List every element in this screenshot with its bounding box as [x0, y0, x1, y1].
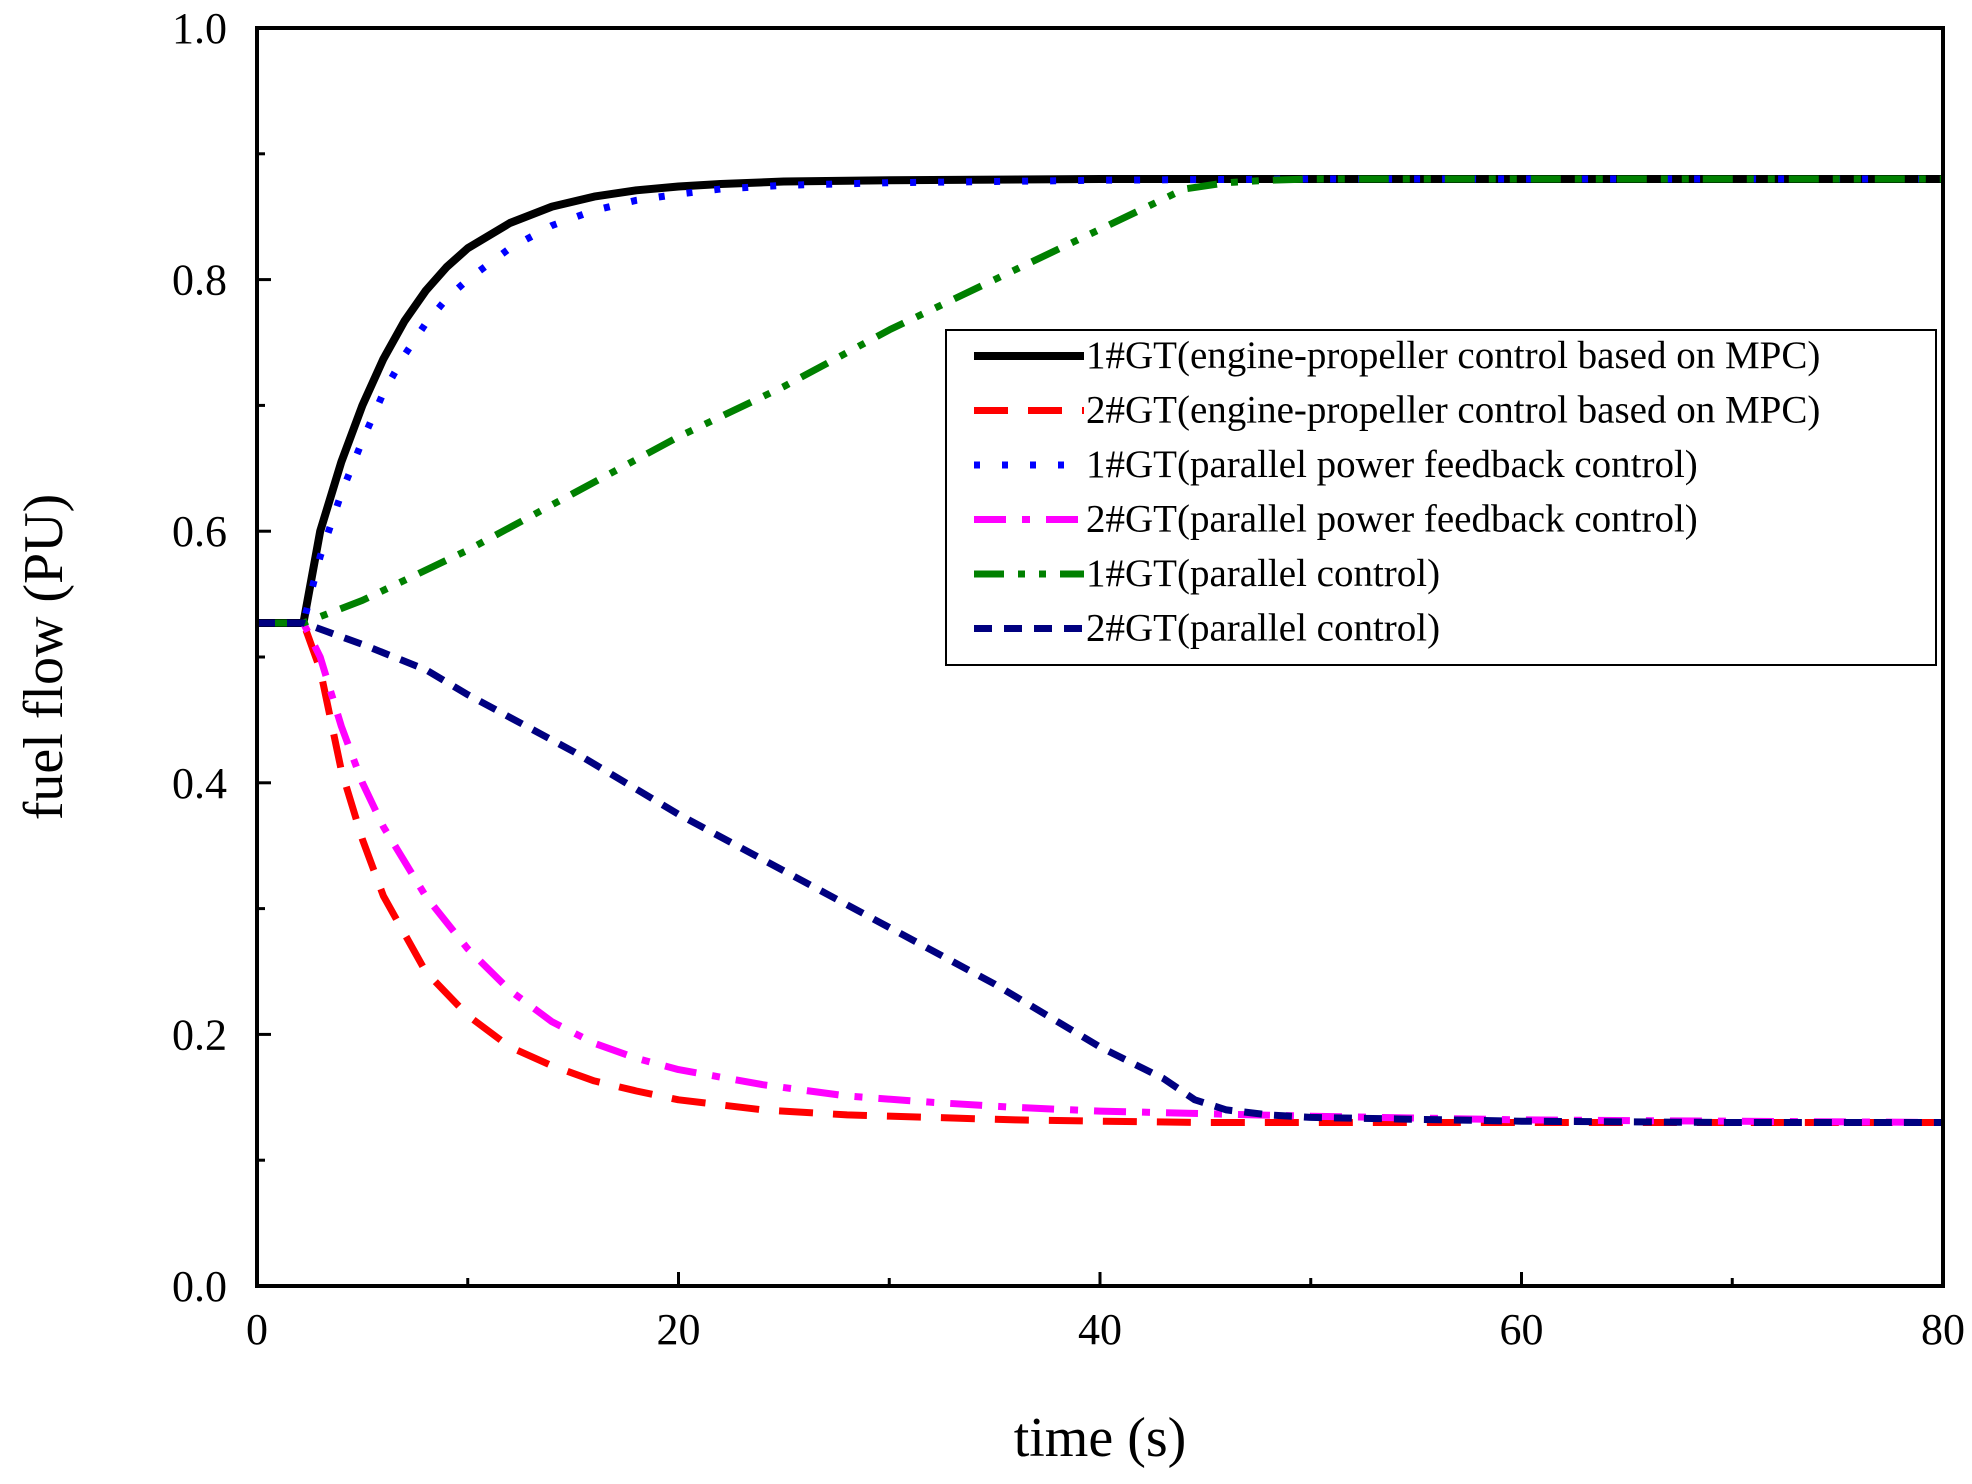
legend-box: [945, 329, 1937, 666]
series-line: [257, 619, 1943, 1126]
y-axis-title: fuel flow (PU): [13, 494, 75, 821]
y-tick-label: 0.4: [172, 759, 227, 808]
y-tick-label: 0.2: [172, 1010, 227, 1059]
x-tick-label: 0: [246, 1305, 268, 1354]
legend-label: 2#GT(parallel control): [1086, 607, 1440, 650]
x-tick-labels: 0 20 40 60 80: [246, 1305, 1965, 1354]
plot-frame: [255, 26, 1945, 1288]
series-line: [257, 619, 1943, 1126]
legend: 1#GT(engine-propeller control based on M…: [945, 329, 1937, 666]
legend-label: 1#GT(parallel control): [1086, 552, 1440, 595]
x-tick-label: 20: [657, 1305, 701, 1354]
series-lines: [257, 175, 1944, 1126]
legend-label: 1#GT(parallel power feedback control): [1086, 443, 1698, 486]
series-line: [257, 175, 1943, 627]
legend-label: 2#GT(parallel power feedback control): [1086, 498, 1698, 541]
y-tick-labels: 0.0 0.2 0.4 0.6 0.8 1.0: [172, 4, 227, 1311]
y-tick-label: 0.6: [172, 507, 227, 556]
y-tick-label: 0.0: [172, 1262, 227, 1311]
series-line: [257, 619, 1944, 1126]
x-axis-title: time (s): [1014, 1407, 1187, 1469]
legend-label: 1#GT(engine-propeller control based on M…: [1086, 334, 1820, 377]
x-tick-label: 40: [1078, 1305, 1122, 1354]
x-tick-label: 60: [1500, 1305, 1544, 1354]
legend-label: 2#GT(engine-propeller control based on M…: [1086, 389, 1820, 432]
series-line: [257, 175, 1943, 627]
y-tick-label: 1.0: [172, 4, 227, 53]
x-tick-label: 80: [1921, 1305, 1965, 1354]
y-tick-label: 0.8: [172, 256, 227, 305]
